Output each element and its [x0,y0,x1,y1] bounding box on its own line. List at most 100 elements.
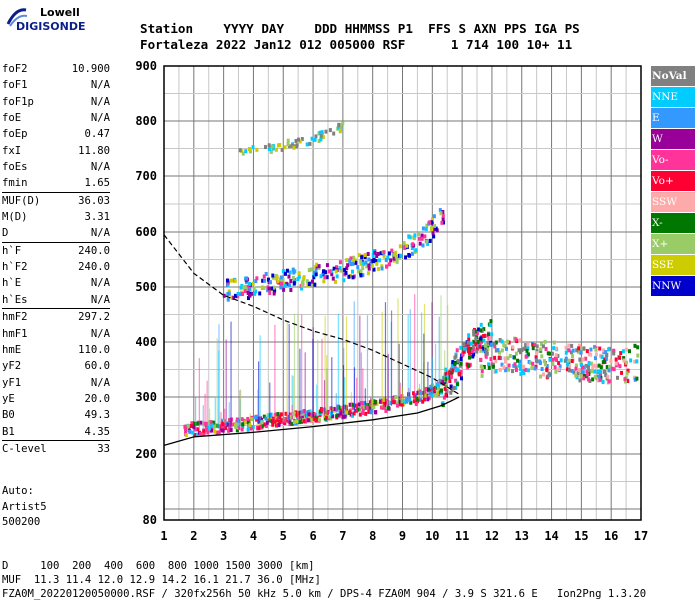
echo-point [481,366,485,371]
echo-point [348,273,352,278]
echo-point [445,389,449,394]
echo-point [300,286,304,291]
echo-streak [409,309,411,402]
echo-point [319,407,323,412]
echo-point [476,344,480,349]
echo-point [604,356,608,361]
echo-point [244,149,248,154]
echo-point [480,373,484,378]
echo-point [384,408,388,413]
echo-point [370,264,374,269]
echo-point [311,279,315,284]
echo-point [487,362,491,367]
echo-point [420,236,424,241]
echo-point [341,414,345,419]
echo-point [307,415,311,420]
echo-point [276,279,280,284]
echo-point [599,375,603,380]
echo-point [627,349,631,354]
echo-streak [224,408,226,428]
echo-point [319,134,323,139]
y-tick-label: 300 [135,390,157,404]
echo-point [597,363,601,368]
echo-point [493,344,497,349]
echo-point [514,337,518,342]
echo-point [472,347,476,352]
echo-point [514,368,518,373]
echo-point [453,364,457,369]
param-name: hmF2 [2,311,28,324]
echo-streak [371,382,373,410]
echo-point [394,250,398,255]
echo-streak [360,352,363,411]
echo-point [319,137,323,142]
echo-point [602,369,606,374]
echo-point [612,367,616,372]
echo-point [268,290,272,295]
echo-point [426,241,430,246]
echo-point [190,421,194,426]
chart-grid [164,66,641,520]
param-name: MUF(D) [2,194,41,207]
echo-point [382,254,386,259]
x-tick-label: 10 [425,529,439,543]
echo-point [426,397,430,402]
echo-point [308,141,312,146]
echo-point [574,373,578,378]
echo-point [226,280,230,285]
echo-streak [331,357,333,415]
echo-point [473,342,477,347]
echo-point [567,348,571,353]
echo-streak [414,294,416,401]
echo-streak [408,387,410,402]
echo-point [306,418,310,423]
echo-point [548,357,552,362]
echo-point [490,332,494,337]
echo-point [385,264,389,269]
param-name: M(D) [2,211,28,224]
echo-point [440,388,444,393]
echo-point [403,244,407,249]
echo-point [471,344,475,349]
echo-point [288,420,292,425]
echo-point [227,291,231,296]
echo-point [361,266,365,271]
echo-streak [418,388,420,400]
echo-point [321,135,325,140]
echo-point [264,272,268,277]
echo-point [556,353,560,358]
echo-point [286,142,290,147]
echo-point [486,332,490,337]
echo-point [482,338,486,343]
echo-point [586,372,590,377]
echo-point [309,412,313,417]
echo-point [452,385,456,390]
echo-point [315,265,319,270]
echo-point [590,369,594,374]
echo-streak [356,377,358,412]
footer-info: D 100 200 400 600 800 1000 1500 3000 [km… [2,559,646,602]
echo-point [267,147,271,152]
echo-point [251,281,255,286]
echo-point [466,363,470,368]
echo-point [292,420,296,425]
echo-point [585,349,589,354]
echo-point [428,387,432,392]
echo-point [581,365,585,370]
echo-point [449,374,453,379]
echo-streak [444,350,446,383]
legend-item-x-: X- [651,213,695,233]
echo-point [449,384,453,389]
echo-point [279,418,283,423]
echo-point [237,426,241,431]
echo-point [274,412,278,417]
echo-point [319,274,323,279]
echo-point [636,345,640,350]
echo-point [400,402,404,407]
echo-point [469,346,473,351]
y-tick-label: 900 [135,59,157,73]
echo-point [395,259,399,264]
echo-point [614,361,618,366]
param-name: h`F2 [2,261,28,274]
echo-streak [312,338,314,417]
